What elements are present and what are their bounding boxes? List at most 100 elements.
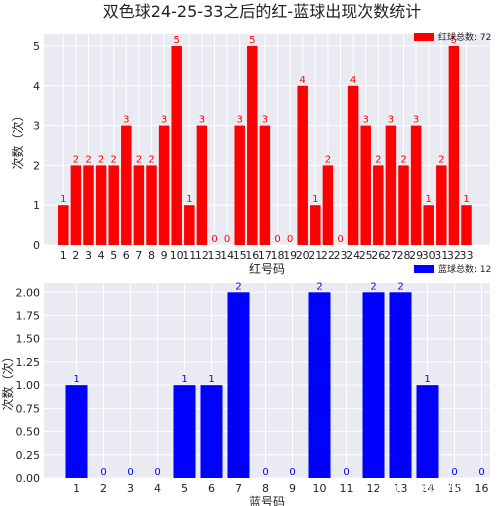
x-tick-label: 20 [296, 249, 310, 262]
x-tick-label: 3 [127, 482, 134, 495]
data-label: 0 [287, 234, 293, 245]
y-tick-label: 2.00 [16, 286, 41, 299]
data-label: 2 [397, 281, 403, 292]
x-tick-label: 5 [110, 249, 117, 262]
figure-title: 双色球24-25-33之后的红-蓝球出现次数统计 [103, 2, 421, 21]
x-tick-label: 12 [367, 482, 381, 495]
x-tick-label: 16 [475, 482, 489, 495]
data-label: 3 [123, 115, 129, 126]
x-tick-label: 30 [422, 249, 436, 262]
data-label: 2 [316, 281, 322, 292]
data-label: 2 [325, 154, 331, 165]
data-label: 2 [111, 154, 117, 165]
red-ball-chart: 0123451122232425362728395101113120130143… [10, 31, 491, 276]
data-label: 2 [375, 154, 381, 165]
bar [461, 205, 472, 245]
y-tick-label: 0.75 [16, 402, 41, 415]
data-label: 0 [343, 467, 349, 478]
y-tick-label: 1.00 [16, 379, 41, 392]
y-tick-label: 5 [33, 40, 40, 53]
legend-label: 蓝球总数: 12 [438, 263, 491, 275]
data-label: 0 [127, 467, 133, 478]
x-tick-label: 3 [85, 249, 92, 262]
bar [227, 292, 250, 478]
bar [70, 165, 82, 245]
data-label: 1 [60, 194, 66, 205]
x-tick-label: 32 [447, 249, 461, 262]
x-tick-label: 12 [195, 249, 209, 262]
data-label: 1 [73, 374, 79, 385]
data-label: 3 [413, 115, 419, 126]
x-tick-label: 17 [258, 249, 272, 262]
legend-swatch [414, 33, 434, 41]
x-tick-label: 31 [434, 249, 448, 262]
bar [389, 292, 412, 478]
bar [83, 165, 94, 245]
x-axis-label: 红号码 [249, 261, 285, 276]
x-tick-label: 9 [161, 249, 168, 262]
x-tick-label: 10 [313, 482, 327, 495]
data-label: 2 [98, 154, 104, 165]
x-tick-label: 8 [262, 482, 269, 495]
bar [385, 125, 397, 245]
data-label: 0 [451, 467, 457, 478]
x-tick-label: 11 [340, 482, 354, 495]
x-tick-label: 15 [448, 482, 462, 495]
x-tick-label: 2 [72, 249, 79, 262]
data-label: 0 [262, 467, 268, 478]
x-tick-label: 13 [394, 482, 408, 495]
y-axis-label: 次数（次） [0, 350, 15, 410]
data-label: 4 [350, 75, 356, 86]
y-tick-label: 1 [33, 199, 40, 212]
x-tick-label: 6 [208, 482, 215, 495]
bar [416, 385, 439, 478]
y-tick-label: 1.50 [16, 333, 41, 346]
data-label: 1 [463, 194, 469, 205]
data-label: 2 [235, 281, 241, 292]
bar [171, 45, 182, 246]
data-label: 2 [148, 154, 154, 165]
data-label: 1 [426, 194, 432, 205]
bar [347, 85, 359, 245]
y-tick-label: 0 [33, 239, 40, 252]
data-label: 3 [363, 115, 369, 126]
x-tick-label: 7 [135, 249, 142, 262]
x-tick-label: 22 [321, 249, 335, 262]
y-tick-label: 2 [33, 159, 40, 172]
data-label: 5 [174, 35, 180, 46]
x-axis-label: 蓝号码 [249, 495, 285, 506]
bar [310, 205, 321, 245]
data-label: 5 [249, 35, 255, 46]
data-label: 0 [337, 234, 343, 245]
legend-label: 红球总数: 72 [438, 31, 491, 43]
x-tick-label: 5 [181, 482, 188, 495]
y-tick-label: 0.00 [16, 472, 41, 485]
bar [234, 125, 245, 245]
bar [247, 45, 258, 246]
y-tick-label: 0.25 [16, 449, 41, 462]
bar [398, 165, 409, 245]
x-tick-label: 15 [233, 249, 247, 262]
bar [360, 125, 371, 245]
data-label: 2 [73, 154, 79, 165]
x-tick-label: 4 [98, 249, 105, 262]
x-tick-label: 25 [359, 249, 373, 262]
x-tick-label: 2 [100, 482, 107, 495]
x-tick-label: 26 [371, 249, 385, 262]
data-label: 3 [262, 115, 268, 126]
bar [133, 165, 145, 245]
data-label: 1 [181, 374, 187, 385]
data-label: 2 [85, 154, 91, 165]
x-tick-label: 14 [421, 482, 435, 495]
x-tick-label: 10 [170, 249, 184, 262]
x-tick-label: 29 [409, 249, 423, 262]
data-label: 0 [274, 234, 280, 245]
bar [65, 385, 88, 478]
x-tick-label: 23 [334, 249, 348, 262]
data-label: 0 [211, 234, 217, 245]
data-label: 2 [136, 154, 142, 165]
data-label: 5 [451, 35, 457, 46]
x-tick-label: 16 [245, 249, 259, 262]
x-tick-label: 24 [346, 249, 360, 262]
x-tick-label: 28 [397, 249, 411, 262]
